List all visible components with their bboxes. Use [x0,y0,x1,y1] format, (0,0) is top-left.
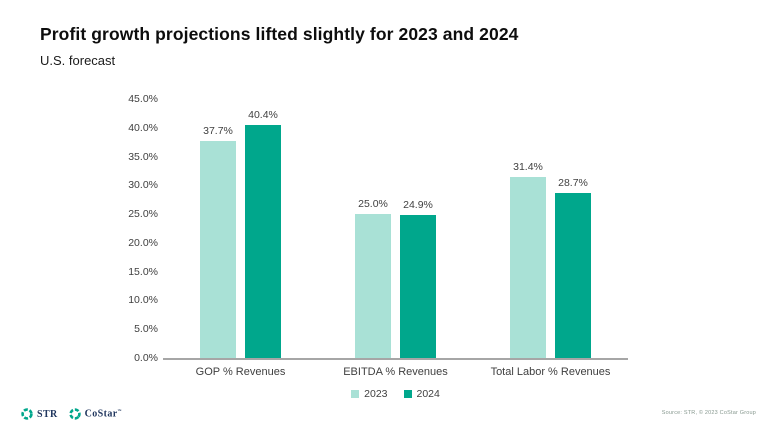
source-note: Source: STR, © 2023 CoStar Group [661,410,756,416]
chart-area: 45.0% 40.0% 35.0% 30.0% 25.0% 20.0% 15.0% 10.0%… [108,93,628,400]
legend-swatch-2023 [351,390,360,398]
bar-2023 [355,214,391,358]
y-axis-tick: 30.0% [128,179,158,192]
category-label: GOP % Revenues [195,366,286,378]
y-axis: 45.0% 40.0% 35.0% 30.0% 25.0% 20.0% 15.0% 10.0%… [108,93,158,364]
footer-logos: STR CoStar™ [21,404,122,424]
category-label: EBITDA % Revenues [343,366,448,378]
str-logo-label: STR [37,408,58,420]
y-axis-tick: 25.0% [128,208,158,221]
plot-area: 37.7% 40.4% 25.0% 24.9% 31.4% 28.7% [163,99,628,360]
y-axis-tick: 20.0% [128,236,158,249]
legend-label-2023: 2023 [364,388,388,400]
bar-group: 25.0% 24.9% [318,99,473,358]
bar-2024 [245,125,281,358]
category-label: Total Labor % Revenues [490,366,611,378]
y-axis-tick: 5.0% [134,323,158,336]
bar-value-label: 25.0% [358,198,388,211]
legend: 2023 2024 [163,388,628,400]
bar-value-label: 40.4% [248,109,278,122]
costar-trademark: ™ [117,408,123,414]
bar-value-label: 28.7% [558,176,588,189]
str-ring-icon [21,408,33,420]
legend-label-2024: 2024 [416,388,440,400]
y-axis-tick: 10.0% [128,294,158,307]
y-axis-tick: 40.0% [128,121,158,134]
bar-value-label: 24.9% [403,198,433,211]
legend-item-2024: 2024 [403,388,440,400]
bar-group: 31.4% 28.7% [473,99,628,358]
page-subtitle: U.S. forecast [40,53,116,68]
bar-wrap: 40.4% [245,99,281,358]
bar-wrap: 28.7% [555,99,591,358]
legend-item-2023: 2023 [351,388,388,400]
y-axis-tick: 45.0% [128,93,158,105]
bar-2024 [400,214,436,358]
bar-value-label: 37.7% [203,125,233,138]
bar-wrap: 31.4% [510,99,546,358]
bar-wrap: 37.7% [200,99,236,358]
y-axis-tick: 0.0% [134,352,158,364]
bar-2024 [555,192,591,358]
page-title: Profit growth projections lifted slightl… [40,24,519,44]
bar-value-label: 31.4% [513,161,543,174]
bar-group: 37.7% 40.4% [163,99,318,358]
costar-logo: CoStar™ [68,408,123,420]
bar-wrap: 25.0% [355,99,391,358]
bar-2023 [510,177,546,358]
costar-logo-label: CoStar™ [84,408,123,420]
str-logo: STR [21,408,58,420]
legend-swatch-2024 [403,390,412,398]
bar-2023 [200,141,236,358]
y-axis-tick: 15.0% [128,265,158,278]
bar-wrap: 24.9% [400,99,436,358]
costar-ring-icon [68,408,81,420]
category-labels: GOP % Revenues EBITDA % Revenues Total Lab… [163,366,628,378]
y-axis-tick: 35.0% [128,150,158,163]
